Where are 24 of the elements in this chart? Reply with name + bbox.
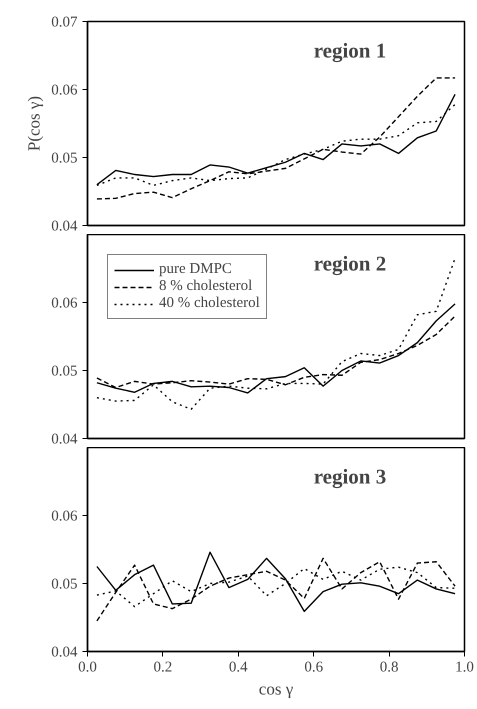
y-tick-label: 0.05	[51, 364, 78, 380]
x-tick-label: 0.6	[304, 660, 324, 676]
y-tick-label: 0.04	[51, 218, 78, 234]
x-axis-title: cos γ	[258, 680, 294, 698]
x-tick-label: 0.0	[78, 660, 97, 676]
y-axis-title: P(cos γ)	[24, 96, 44, 152]
x-tick-label: 0.4	[228, 660, 248, 676]
text: region 1	[314, 38, 386, 62]
text: region 3	[314, 464, 386, 488]
y-tick-label: 0.05	[51, 150, 78, 166]
y-tick-label: 0.07	[51, 14, 78, 30]
y-tick-label: 0.04	[51, 644, 78, 660]
legend-label: 40 % cholesterol	[159, 295, 260, 312]
y-tick-label: 0.05	[51, 576, 78, 592]
x-tick-label: 0.2	[154, 660, 172, 676]
legend-label: 8 % cholesterol	[159, 278, 252, 295]
text: region 2	[314, 251, 386, 276]
x-tick-label: 1.0	[455, 660, 474, 676]
y-tick-label: 0.04	[51, 432, 78, 448]
legend-label: pure DMPC	[159, 261, 232, 278]
y-tick-label: 0.06	[51, 296, 78, 312]
x-tick-label: 0.8	[380, 660, 398, 676]
y-tick-label: 0.06	[51, 82, 78, 98]
y-tick-label: 0.06	[51, 508, 78, 524]
